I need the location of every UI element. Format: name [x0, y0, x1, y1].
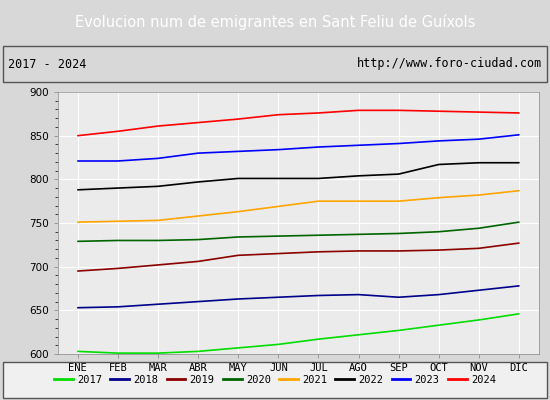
- FancyBboxPatch shape: [3, 46, 547, 82]
- Text: Evolucion num de emigrantes en Sant Feliu de Guíxols: Evolucion num de emigrantes en Sant Feli…: [75, 14, 475, 30]
- FancyBboxPatch shape: [3, 362, 547, 398]
- Text: http://www.foro-ciudad.com: http://www.foro-ciudad.com: [356, 58, 542, 70]
- Legend: 2017, 2018, 2019, 2020, 2021, 2022, 2023, 2024: 2017, 2018, 2019, 2020, 2021, 2022, 2023…: [50, 371, 500, 389]
- Text: 2017 - 2024: 2017 - 2024: [8, 58, 87, 70]
